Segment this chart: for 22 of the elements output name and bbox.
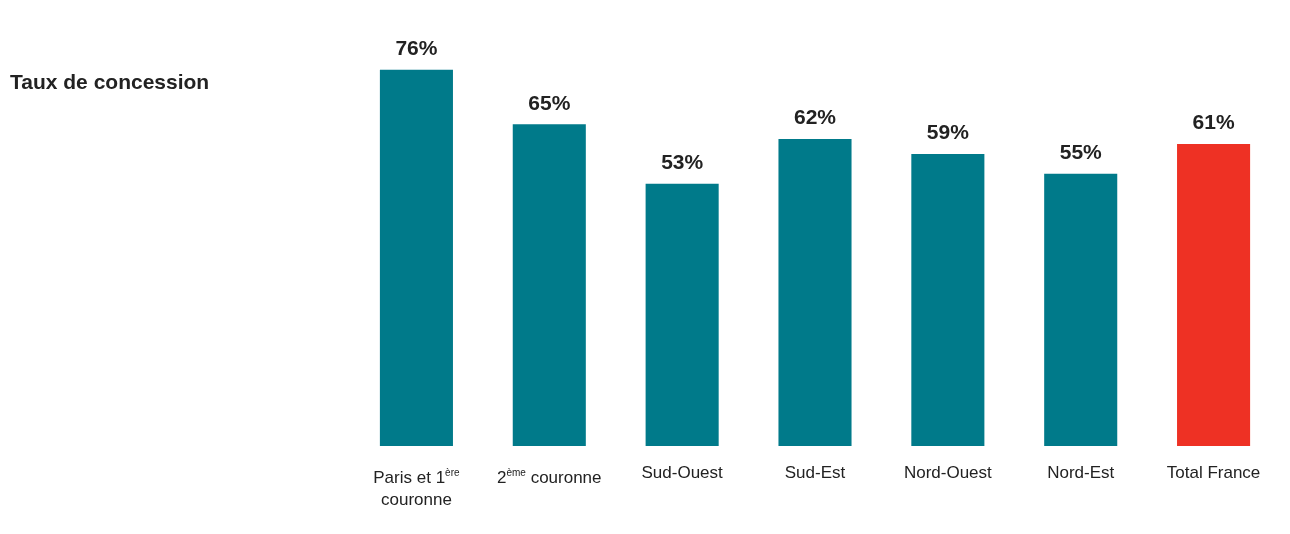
x-tick-label: Nord-Ouest <box>902 462 993 484</box>
bar <box>645 183 719 446</box>
text: Taux de concession <box>10 70 210 94</box>
data-label: 53% <box>661 149 704 173</box>
bar <box>1177 144 1251 446</box>
data-label: 76% <box>395 36 438 60</box>
bar <box>512 124 586 446</box>
x-tick-label: Total France <box>1165 462 1262 484</box>
bar <box>911 153 985 446</box>
data-label: 61% <box>1192 110 1235 134</box>
x-tick-label: Paris et 1$^{ère}$ couronne <box>372 466 461 511</box>
data-label: 55% <box>1059 140 1103 164</box>
data-label: 59% <box>926 120 970 144</box>
x-tick-label: Sud-Est <box>783 462 847 484</box>
data-label: 65% <box>528 90 571 114</box>
bar <box>1044 173 1118 446</box>
data-label: 62% <box>793 105 837 129</box>
bar <box>379 69 453 446</box>
x-tick-label: 2$^{ème}$ couronne <box>496 466 603 489</box>
bar <box>778 139 852 446</box>
x-tick-label: Nord-Est <box>1046 462 1116 484</box>
x-tick-label: Sud-Ouest <box>640 462 724 484</box>
